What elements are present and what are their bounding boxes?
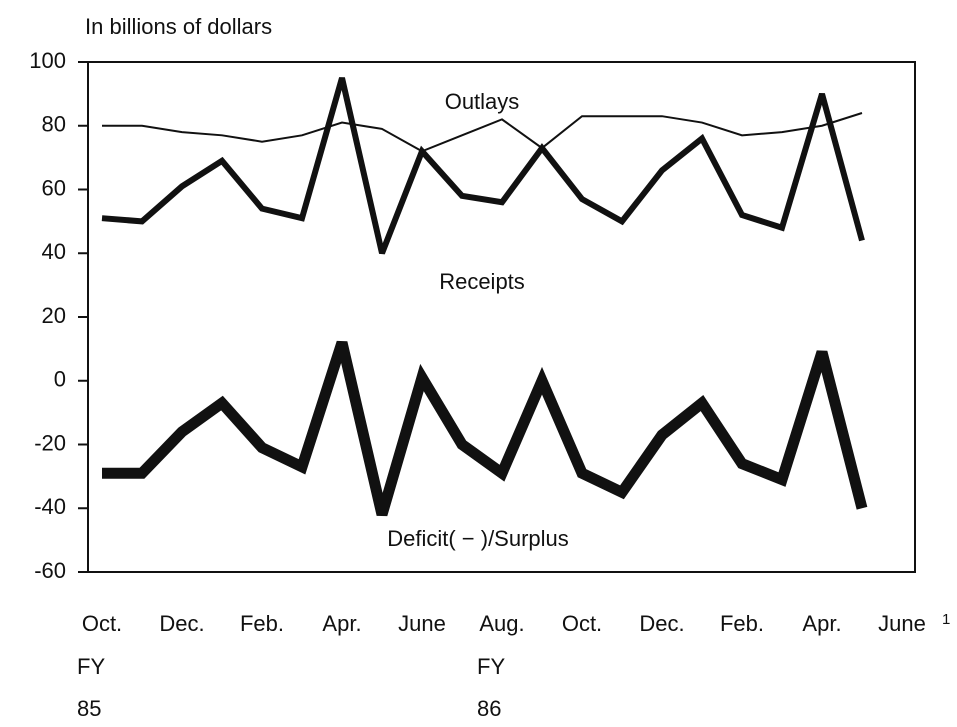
- series-line: [101, 77, 865, 255]
- x-tick-label: Oct.: [82, 611, 122, 636]
- x-tick-label: Apr.: [322, 611, 361, 636]
- plot-frame: [87, 61, 916, 573]
- x-tick-label: Dec.: [159, 611, 204, 636]
- footnote-marker: 1: [942, 611, 950, 628]
- y-tick-label: 60: [42, 175, 66, 200]
- y-tick-label: 20: [42, 303, 66, 328]
- y-tick-label: -40: [34, 494, 66, 519]
- x-tick-label: June: [398, 611, 446, 636]
- series-label: Deficit( − )/Surplus: [387, 526, 569, 551]
- fiscal-year-label: FY: [477, 654, 505, 679]
- fiscal-year-label: FY: [77, 654, 105, 679]
- x-tick-label: Feb.: [240, 611, 284, 636]
- y-tick-label: -20: [34, 430, 66, 455]
- y-axis-label: In billions of dollars: [85, 14, 272, 39]
- y-tick-label: 80: [42, 112, 66, 137]
- y-tick-label: -60: [34, 558, 66, 583]
- fiscal-year-label: 86: [477, 696, 501, 721]
- x-tick-label: June: [878, 611, 926, 636]
- fiscal-year-label: 85: [77, 696, 101, 721]
- series-line: [102, 340, 868, 517]
- x-tick-label: Oct.: [562, 611, 602, 636]
- x-tick-label: Feb.: [720, 611, 764, 636]
- x-tick-label: Dec.: [639, 611, 684, 636]
- series-line: [102, 112, 863, 153]
- x-tick-label: Apr.: [802, 611, 841, 636]
- x-tick-label: Aug.: [479, 611, 524, 636]
- y-tick-label: 100: [29, 48, 66, 73]
- series-label: Outlays: [445, 89, 520, 114]
- y-tick-label: 40: [42, 239, 66, 264]
- series-label: Receipts: [439, 269, 525, 294]
- y-tick-label: 0: [54, 367, 66, 392]
